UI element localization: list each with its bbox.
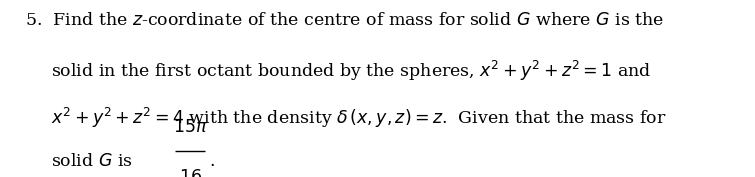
Text: $15\pi$: $15\pi$ <box>173 119 208 136</box>
Text: solid $G$ is: solid $G$ is <box>51 153 133 170</box>
Text: $x^2 + y^2 + z^2 = 4$ with the density $\delta\,(x,y,z) = z$.  Given that the ma: $x^2 + y^2 + z^2 = 4$ with the density $… <box>51 106 667 130</box>
Text: solid in the first octant bounded by the spheres, $x^2 + y^2 + z^2 = 1$ and: solid in the first octant bounded by the… <box>51 59 652 83</box>
Text: .: . <box>209 153 214 170</box>
Text: 5.  Find the $z$-coordinate of the centre of mass for solid $G$ where $G$ is the: 5. Find the $z$-coordinate of the centre… <box>25 12 664 29</box>
Text: $16$: $16$ <box>179 169 202 177</box>
